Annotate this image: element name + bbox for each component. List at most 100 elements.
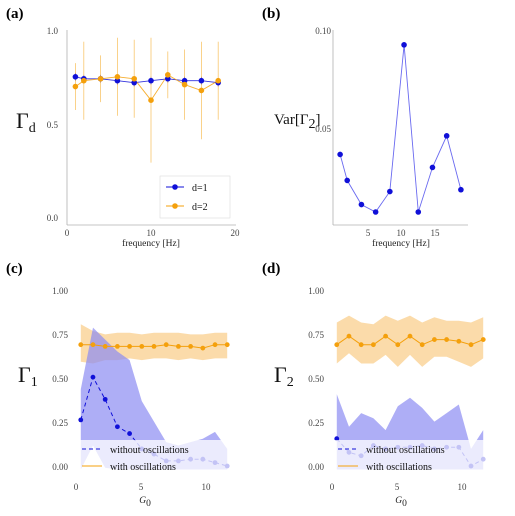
data-point — [198, 87, 205, 94]
panel-d-ytick: 1.00 — [308, 286, 324, 296]
panel-d-legend-box — [330, 440, 490, 476]
data-point — [429, 164, 436, 171]
data-point — [200, 345, 206, 351]
data-point — [176, 344, 181, 349]
panel-c-legend-without-label: without oscillations — [110, 445, 189, 456]
panel-d-letter: (d) — [262, 261, 280, 277]
data-point — [181, 77, 188, 84]
data-point — [215, 77, 221, 84]
data-point — [212, 342, 218, 348]
panel-c-xtick: 0 — [74, 482, 79, 492]
panel-b-ylabel-close: ] — [316, 112, 321, 128]
data-point — [337, 151, 343, 158]
panel-d-xtick: 5 — [395, 482, 400, 492]
panel-a: (a) Γd 1.0 0.5 0.0 0 10 20 frequency [Hz… — [6, 6, 240, 249]
panel-a-plot — [72, 37, 221, 163]
panel-a-letter: (a) — [6, 6, 24, 22]
panel-d-legend-with-label: with oscillations — [366, 462, 432, 473]
panel-a-legend-d2-label: d=2 — [192, 202, 208, 213]
panel-a-legend-box — [159, 175, 231, 219]
panel-c-letter: (c) — [6, 261, 23, 277]
data-point — [383, 333, 388, 339]
data-point — [81, 77, 87, 84]
panel-c: (c) Γ1 1.00 0.75 0.50 0.25 0.00 0 5 10 G… — [6, 261, 234, 509]
panel-b-ytick: 0.10 — [315, 26, 331, 36]
panel-c-xlabel-main: G — [139, 496, 146, 506]
data-point — [90, 342, 96, 348]
panel-c-ylabel-main: Γ — [18, 362, 31, 387]
panel-c-ytick: 0.75 — [52, 330, 68, 340]
panel-c-ytick: 0.00 — [52, 462, 68, 472]
data-point — [395, 342, 401, 348]
panel-c-ylabel-sub: 1 — [31, 375, 38, 390]
data-point — [458, 186, 464, 193]
data-point — [370, 342, 376, 348]
data-point — [163, 342, 169, 348]
data-point — [224, 342, 230, 348]
data-point — [468, 342, 474, 348]
panel-a-legend-d1-label: d=1 — [192, 183, 208, 194]
data-point — [188, 344, 194, 349]
data-point — [372, 209, 379, 215]
panel-c-ytick: 1.00 — [52, 286, 68, 296]
panel-d-ylabel-sub: 2 — [287, 375, 294, 390]
panel-a-ytick: 0.5 — [47, 120, 59, 130]
panel-a-xtick: 10 — [147, 228, 157, 238]
data-point — [334, 436, 340, 442]
panel-b-xtick: 15 — [431, 228, 441, 238]
data-point — [139, 344, 145, 349]
data-point — [114, 424, 120, 430]
data-point — [432, 337, 437, 342]
confidence-band — [336, 315, 484, 367]
panel-c-legend-with-label: with oscillations — [110, 462, 176, 473]
data-point — [165, 72, 171, 78]
data-point — [358, 201, 365, 208]
panel-c-ytick: 0.25 — [52, 418, 68, 428]
panel-d-xlabel: G0 — [395, 496, 407, 509]
data-point — [165, 75, 171, 82]
panel-a-ylabel: Γd — [16, 108, 36, 136]
panel-c-legend-box — [74, 440, 234, 476]
panel-d-xtick: 10 — [458, 482, 468, 492]
panel-b-ylabel-main: Var[Γ — [274, 112, 309, 128]
data-point — [419, 342, 425, 348]
data-point — [198, 77, 205, 84]
panel-d-xtick: 0 — [330, 482, 335, 492]
data-point — [401, 42, 407, 48]
data-point — [78, 417, 84, 423]
panel-d: (d) Γ2 1.00 0.75 0.50 0.25 0.00 0 5 10 G… — [262, 261, 490, 509]
data-point — [131, 75, 137, 82]
panel-b: (b) Var[Γ2] 0.10 0.05 5 10 15 frequency … — [262, 6, 468, 249]
data-point — [97, 75, 104, 82]
data-point — [181, 81, 188, 88]
data-point — [387, 188, 393, 195]
data-point — [334, 342, 340, 348]
panel-c-legend: without oscillations with oscillations — [74, 440, 234, 476]
data-point — [344, 177, 351, 184]
panel-d-ytick: 0.75 — [308, 330, 324, 340]
panel-c-ylabel: Γ1 — [18, 362, 38, 390]
data-point — [127, 344, 132, 349]
data-point — [78, 342, 84, 348]
panel-a-xlabel: frequency [Hz] — [122, 238, 180, 249]
panel-a-legend-d2-marker — [172, 203, 178, 209]
panel-a-xtick: 0 — [65, 228, 70, 238]
data-point — [148, 97, 154, 103]
panel-b-letter: (b) — [262, 6, 280, 22]
panel-b-xtick: 10 — [397, 228, 407, 238]
series-line-d=2 — [75, 74, 219, 101]
panel-d-ytick: 0.25 — [308, 418, 324, 428]
data-point — [346, 333, 352, 339]
panel-d-legend-without-label: without oscillations — [366, 445, 445, 456]
data-point — [114, 344, 120, 349]
data-point — [90, 374, 96, 380]
data-point — [148, 77, 154, 84]
panel-a-legend-d1-marker — [172, 184, 178, 190]
confidence-band — [80, 327, 228, 470]
panel-b-ylabel-sub: 2 — [309, 117, 316, 132]
data-point — [443, 133, 450, 139]
panel-b-ylabel: Var[Γ2] — [274, 112, 321, 132]
panel-c-xtick: 10 — [202, 482, 212, 492]
panel-c-xlabel: G0 — [139, 496, 151, 509]
